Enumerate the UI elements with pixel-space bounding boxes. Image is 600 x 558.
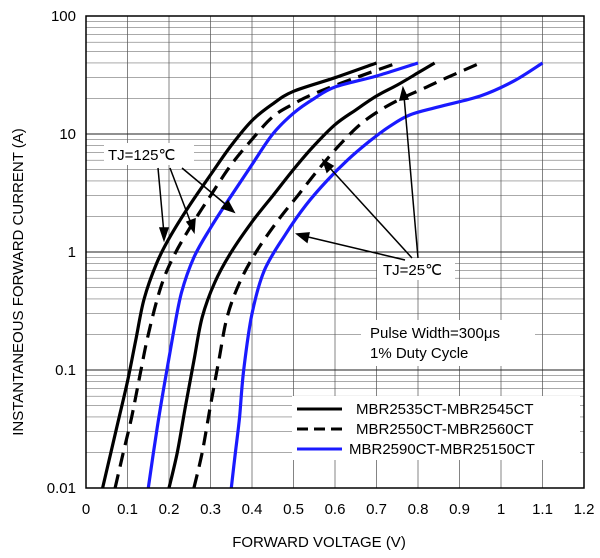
series-line-1 [101, 61, 378, 489]
tj-cold-label-bg [377, 258, 455, 280]
legend-label-mbr2550: MBR2550CT-MBR2560CT [356, 421, 534, 438]
series-line-2 [113, 61, 398, 489]
x-tick-label: 0.9 [449, 501, 470, 518]
y-tick-label: 10 [59, 126, 76, 143]
y-tick-label: 0.01 [47, 480, 76, 497]
x-tick-label: 0 [82, 501, 90, 518]
y-tick-label: 1 [68, 244, 76, 261]
legend-label-mbr2590: MBR2590CT-MBR25150CT [349, 441, 535, 458]
series-curves [101, 61, 544, 489]
x-tick-label: 1 [497, 501, 505, 518]
legend: MBR2535CT-MBR2545CT MBR2550CT-MBR2560CT … [292, 396, 580, 460]
series-line-5 [192, 61, 481, 489]
x-tick-label: 0.2 [159, 501, 180, 518]
x-tick-label: 0.5 [283, 501, 304, 518]
tj-hot-label: TJ=125℃ [108, 147, 175, 164]
plot-frame [85, 15, 585, 489]
tj-hot-label-bg [104, 143, 194, 165]
tj-cold-label: TJ=25℃ [383, 262, 442, 279]
x-tick-label: 0.7 [366, 501, 387, 518]
series-line-6 [229, 61, 544, 489]
x-tick-label: 0.8 [408, 501, 429, 518]
y-axis-label: INSTANTANEOUS FORWARD CURRENT (A) [10, 128, 27, 436]
x-axis-label: FORWARD VOLTAGE (V) [232, 534, 406, 551]
x-tick-label: 0.6 [325, 501, 346, 518]
x-tick-label: 0.3 [200, 501, 221, 518]
duty-cycle-label: 1% Duty Cycle [370, 345, 468, 362]
x-tick-label: 1.1 [532, 501, 553, 518]
x-tick-label: 0.4 [242, 501, 263, 518]
tj-cold-arrows [295, 85, 419, 261]
tick-labels: 0 0.1 0.2 0.3 0.4 0.5 0.6 0.7 0.8 0.9 1 1.1 1.2 0.01 0… [47, 8, 595, 518]
x-tick-label: 1.2 [574, 501, 595, 518]
y-tick-label: 0.1 [55, 362, 76, 379]
series-line-3 [146, 61, 419, 489]
pulse-info-box [361, 320, 535, 366]
pulse-width-label: Pulse Width=300μs [370, 325, 500, 342]
tj-hot-arrows [157, 167, 236, 243]
legend-label-mbr2535: MBR2535CT-MBR2545CT [356, 401, 534, 418]
x-tick-label: 0.1 [117, 501, 138, 518]
y-tick-label: 100 [51, 8, 76, 25]
series-line-4 [167, 61, 436, 489]
